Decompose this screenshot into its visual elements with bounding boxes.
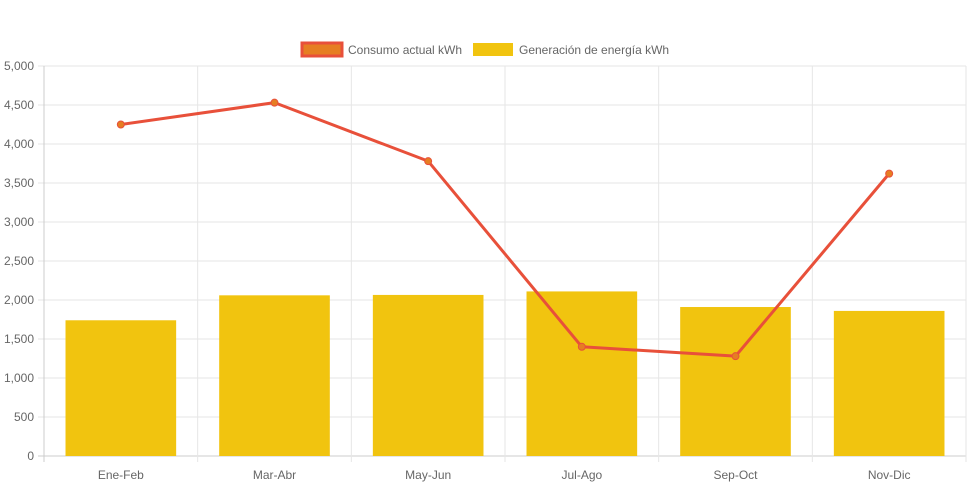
y-tick-label: 3,000 xyxy=(4,215,34,229)
y-tick-label: 4,500 xyxy=(4,98,34,112)
point-jul-ago[interactable] xyxy=(577,342,586,351)
x-tick-label: Ene-Feb xyxy=(98,468,144,482)
x-tick-label: May-Jun xyxy=(405,468,451,482)
y-tick-label: 2,000 xyxy=(4,293,34,307)
x-tick-label: Jul-Ago xyxy=(561,468,602,482)
legend-label-generacion: Generación de energía kWh xyxy=(519,43,669,57)
point-nov-dic[interactable] xyxy=(885,169,894,178)
x-tick-label: Sep-Oct xyxy=(713,468,758,482)
y-tick-label: 1,000 xyxy=(4,371,34,385)
point-may-jun[interactable] xyxy=(424,157,433,166)
x-tick-label: Mar-Abr xyxy=(253,468,296,482)
bar-nov-dic[interactable] xyxy=(833,310,945,456)
legend-item-consumo[interactable]: Consumo actual kWh xyxy=(300,41,462,58)
bar-ene-feb[interactable] xyxy=(65,320,177,456)
x-axis: Ene-Feb Mar-Abr May-Jun Jul-Ago Sep-Oct Nov-D… xyxy=(98,468,911,482)
grid xyxy=(38,65,967,462)
legend-label-consumo: Consumo actual kWh xyxy=(348,43,462,57)
point-ene-feb[interactable] xyxy=(116,120,125,129)
x-tick-label: Nov-Dic xyxy=(868,468,911,482)
y-tick-label: 1,500 xyxy=(4,332,34,346)
y-tick-label: 3,500 xyxy=(4,176,34,190)
bar-sep-oct[interactable] xyxy=(680,307,791,456)
legend: Consumo actual kWh Generación de energía… xyxy=(300,41,669,58)
y-tick-label: 4,000 xyxy=(4,137,34,151)
y-axis: 0 500 1,000 1,500 2,000 2,500 3,000 3,500 4,000 4… xyxy=(4,59,34,463)
bar-jul-ago[interactable] xyxy=(526,291,638,456)
point-sep-oct[interactable] xyxy=(731,352,740,361)
legend-item-generacion[interactable]: Generación de energía kWh xyxy=(473,43,669,57)
y-tick-label: 2,500 xyxy=(4,254,34,268)
y-tick-label: 500 xyxy=(14,410,34,424)
legend-swatch-generacion xyxy=(473,43,513,56)
bar-may-jun[interactable] xyxy=(372,294,484,456)
line-series-consumo xyxy=(116,98,894,361)
legend-swatch-consumo xyxy=(300,41,344,58)
y-tick-label: 0 xyxy=(27,449,34,463)
y-tick-label: 5,000 xyxy=(4,59,34,73)
bar-mar-abr[interactable] xyxy=(219,295,330,456)
point-mar-abr[interactable] xyxy=(270,98,279,107)
series-line-consumo xyxy=(120,101,891,358)
bar-series-generacion xyxy=(65,291,945,456)
